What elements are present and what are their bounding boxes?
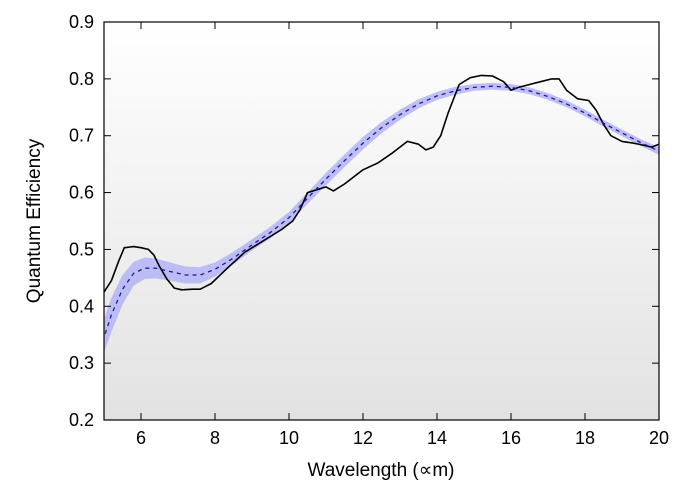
y-tick-label: 0.6 bbox=[69, 183, 94, 203]
plot-background bbox=[104, 22, 659, 420]
y-tick-label: 0.3 bbox=[69, 353, 94, 373]
x-tick-label: 14 bbox=[427, 428, 447, 448]
series-layer bbox=[104, 74, 659, 340]
y-tick-label: 0.4 bbox=[69, 296, 94, 316]
model-fit-dashed-line bbox=[104, 85, 659, 340]
x-tick-label: 18 bbox=[575, 428, 595, 448]
x-tick-label: 10 bbox=[279, 428, 299, 448]
y-tick-label: 0.9 bbox=[69, 12, 94, 32]
x-tick-label: 20 bbox=[649, 428, 669, 448]
y-tick-label: 0.8 bbox=[69, 69, 94, 89]
y-axis-label: Quantum Efficiency bbox=[24, 138, 45, 303]
measured-solid-line bbox=[104, 74, 659, 295]
tick-layer: 6 8 10 12 14 16 18 20 0.2 0.3 0.4 0.5 0.6 0.7 0.8 0.9 bbox=[69, 12, 669, 448]
x-tick-label: 8 bbox=[210, 428, 220, 448]
y-tick-label: 0.5 bbox=[69, 239, 94, 259]
plot-frame bbox=[103, 21, 660, 421]
x-tick-label: 16 bbox=[501, 428, 521, 448]
x-axis-label: Wavelength (∝m) bbox=[308, 460, 455, 481]
x-tick-label: 12 bbox=[353, 428, 373, 448]
x-tick-label: 6 bbox=[136, 428, 146, 448]
y-tick-label: 0.7 bbox=[69, 126, 94, 146]
y-tick-label: 0.2 bbox=[69, 410, 94, 430]
